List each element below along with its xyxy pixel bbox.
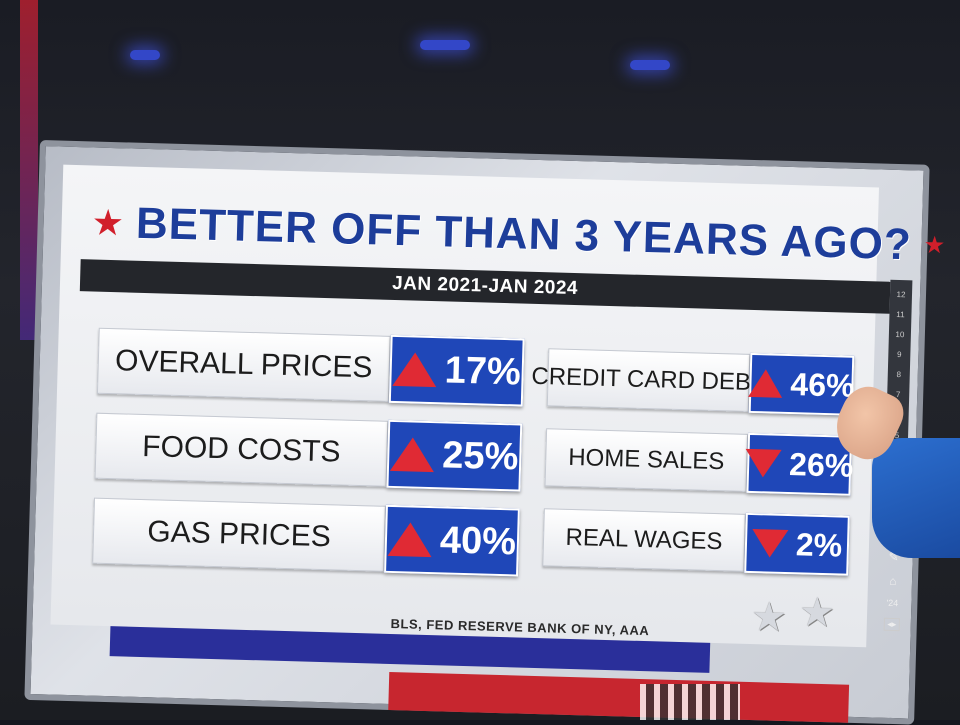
stat-row-real-wages[interactable]: REAL WAGES 2% [542,502,850,581]
scale-tick: 9 [896,350,902,360]
stat-label: CREDIT CARD DEBT [531,348,766,412]
triangle-up-icon [392,351,438,388]
stat-label: REAL WAGES [542,508,746,572]
triangle-down-icon [751,529,789,559]
stat-value: 17% [444,348,522,394]
touchscreen-display: ★ BETTER OFF THAN 3 YEARS AGO? ★ JAN 202… [24,140,946,725]
stat-value: 26% [788,445,854,484]
stat-value: 2% [795,525,843,564]
scale-tick: 10 [895,329,905,340]
scale-tick: 11 [896,309,905,319]
side-badge: '24 [886,597,899,609]
star-icon: ★ [923,231,946,260]
studio-left-rim [20,0,38,340]
stat-label: GAS PRICES [92,497,386,572]
studio-floor-lights [640,684,740,720]
headline-title: BETTER OFF THAN 3 YEARS AGO? [135,198,913,270]
stat-value-box: 26% [744,432,854,496]
scale-tick: 12 [896,289,906,299]
stat-row-credit-card-debt[interactable]: CREDIT CARD DEBT 46% [531,342,855,421]
ceiling-light [420,40,470,50]
star-icon: ★ [750,595,788,641]
stat-row-overall-prices[interactable]: OVERALL PRICES 17% [96,326,525,408]
stat-row-food-costs[interactable]: FOOD COSTS 25% [94,411,523,493]
ceiling-light [130,50,160,60]
star-icon: ★ [798,590,836,636]
stat-value: 40% [439,518,517,563]
triangle-up-icon [387,521,433,558]
stat-value-box: 17% [388,334,525,407]
stat-value-box: 40% [384,504,520,577]
stat-label: FOOD COSTS [94,412,389,487]
stat-row-gas-prices[interactable]: GAS PRICES 40% [92,496,520,578]
home-icon[interactable]: ⌂ [889,573,897,589]
stat-label: OVERALL PRICES [96,327,391,402]
headline: ★ BETTER OFF THAN 3 YEARS AGO? ★ [91,193,945,273]
triangle-up-icon [389,436,435,473]
presenter-sleeve [872,438,960,558]
stat-row-home-sales[interactable]: HOME SALES 26% [544,422,854,501]
stat-value-box: 2% [744,512,850,576]
star-icon: ★ [91,201,125,244]
stat-value-box: 46% [748,352,855,416]
arrows-icon[interactable]: ◂▸ [884,617,900,632]
scale-tick: 8 [896,370,902,380]
stat-value-box: 25% [386,419,523,492]
side-toolbar: ✎ ⌂ '24 ◂▸ [881,550,905,632]
triangle-up-icon [748,368,783,398]
ceiling-light [630,60,670,70]
graphic-panel: ★ BETTER OFF THAN 3 YEARS AGO? ★ JAN 202… [50,164,946,723]
stat-value: 25% [441,433,519,478]
triangle-down-icon [744,448,782,478]
stat-label: HOME SALES [544,428,749,492]
